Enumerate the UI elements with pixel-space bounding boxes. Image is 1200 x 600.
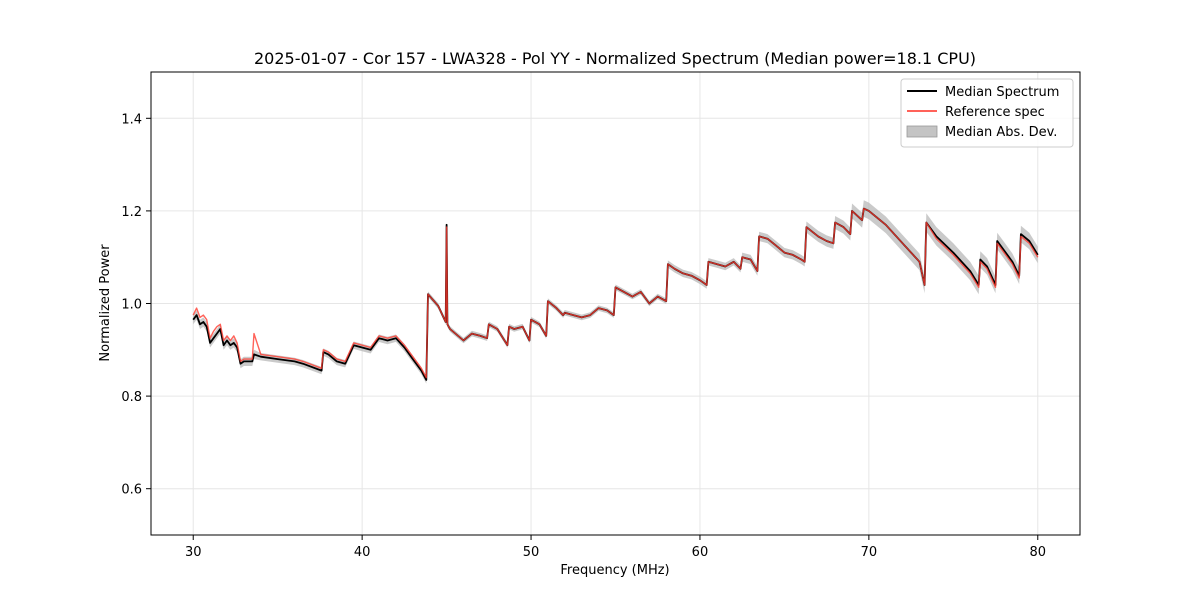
x-axis-label: Frequency (MHz) [560, 563, 669, 578]
chart-title: 2025-01-07 - Cor 157 - LWA328 - Pol YY -… [254, 49, 976, 68]
y-tick-label: 1.2 [121, 205, 142, 220]
x-tick-label: 30 [185, 545, 202, 560]
series-lines [192, 207, 1039, 381]
legend-median-label: Median Spectrum [945, 85, 1059, 100]
legend: Median Spectrum Reference spec Median Ab… [900, 78, 1074, 148]
legend-mad-label: Median Abs. Dev. [945, 125, 1057, 140]
mad-band [193, 200, 1038, 384]
legend-reference-label: Reference spec [945, 105, 1045, 120]
mad-band-area [193, 200, 1038, 384]
x-axis: 30 40 50 60 70 80 [185, 535, 1046, 560]
y-tick-label: 0.8 [121, 390, 142, 405]
x-tick-label: 50 [523, 545, 540, 560]
grid-lines [151, 72, 1080, 535]
y-axis-label: Normalized Power [98, 244, 113, 362]
y-tick-label: 1.4 [121, 112, 142, 127]
x-tick-label: 40 [354, 545, 371, 560]
x-tick-label: 80 [1029, 545, 1046, 560]
reference-spec-line [192, 207, 1039, 379]
y-tick-label: 1.0 [121, 298, 142, 313]
y-axis: 0.6 0.8 1.0 1.2 1.4 [121, 112, 151, 498]
x-tick-label: 70 [861, 545, 878, 560]
x-tick-label: 60 [692, 545, 709, 560]
legend-box [900, 78, 1074, 148]
y-tick-label: 0.6 [121, 483, 142, 498]
legend-mad-swatch [906, 125, 938, 138]
